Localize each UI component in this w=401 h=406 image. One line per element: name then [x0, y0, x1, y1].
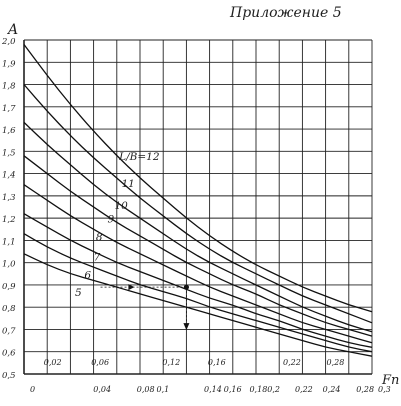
y-tick-label: 1,2	[2, 215, 16, 225]
x-axis-label: Fn	[381, 373, 399, 388]
series-lines	[23, 44, 373, 357]
curve-label-7: 7	[94, 251, 101, 263]
x-tick-label-bottom: 0,24	[323, 385, 341, 394]
x-tick-label-bottom: 0,16	[224, 385, 242, 394]
arrow-right-icon	[128, 284, 135, 291]
y-tick-label: 0,9	[2, 282, 16, 292]
y-tick-label: 1,5	[2, 148, 16, 158]
y-tick-label: 1,7	[2, 104, 16, 114]
series-line-12	[23, 44, 373, 313]
tick-labels: 2,0 1,9 1,8 1,7 1,6 1,5 1,4 1,3 1,2 1,1 1,0 0,9 0,8 0…	[1, 37, 391, 394]
y-tick-label: 2,0	[1, 37, 16, 47]
y-axis-label: A	[6, 22, 18, 38]
series-line-11	[23, 84, 373, 324]
curve-label-11: 11	[121, 178, 134, 190]
curve-label-8: 8	[96, 231, 103, 243]
y-tick-label: 0,8	[2, 304, 16, 314]
x-tick-label-top: 0,02	[44, 358, 62, 367]
y-tick-label: 1,1	[2, 237, 16, 247]
x-tick-label-bottom: 0,04	[93, 385, 111, 394]
arrow-down-icon	[183, 323, 190, 331]
curve-label-9: 9	[108, 214, 115, 226]
series-line-6	[23, 233, 373, 353]
curve-label-6: 6	[84, 269, 91, 281]
appendix-title: Приложение 5	[229, 5, 342, 21]
y-tick-label: 1,9	[2, 59, 16, 69]
x-tick-label-bottom: 0,1	[157, 385, 170, 394]
y-tick-label: 1,3	[2, 193, 16, 203]
x-tick-label-top: 0,16	[208, 358, 226, 367]
x-tick-label-top: 0,28	[327, 358, 345, 367]
x-tick-label-top: 0,22	[283, 358, 301, 367]
y-tick-label: 0,5	[2, 371, 16, 381]
y-tick-label: 0,7	[2, 326, 16, 336]
x-tick-label-bottom: 0,3	[378, 385, 391, 394]
x-tick-label-bottom: 0,08	[137, 385, 155, 394]
series-line-5	[23, 253, 373, 357]
x-tick-label-top: 0,12	[162, 358, 180, 367]
example-point	[183, 284, 189, 290]
x-tick-label-bottom: 0	[30, 385, 35, 394]
series-line-7	[23, 213, 373, 348]
curve-label-5: 5	[75, 287, 82, 299]
x-tick-label-bottom: 0,28	[356, 385, 374, 394]
curve-label-10: 10	[114, 200, 128, 212]
curve-label-12: L/B=12	[118, 151, 160, 163]
y-tick-label: 1,0	[2, 260, 16, 270]
series-line-9	[23, 155, 373, 337]
example-marker	[100, 284, 190, 331]
y-tick-label: 1,8	[2, 82, 16, 92]
curve-labels: 567 89 10 11 L/B=12	[75, 151, 160, 299]
x-tick-label-bottom: 0,2	[267, 385, 280, 394]
y-tick-label: 0,6	[2, 349, 16, 359]
grid	[23, 39, 373, 375]
series-line-8	[23, 184, 373, 344]
y-tick-label: 1,4	[2, 171, 16, 181]
x-tick-label-bottom: 0,18	[249, 385, 267, 394]
series-line-10	[23, 121, 373, 333]
x-tick-label-bottom: 0,22	[295, 385, 313, 394]
x-tick-label-bottom: 0,14	[204, 385, 222, 394]
y-tick-label: 1,6	[2, 126, 16, 136]
x-tick-label-top: 0,06	[91, 358, 109, 367]
